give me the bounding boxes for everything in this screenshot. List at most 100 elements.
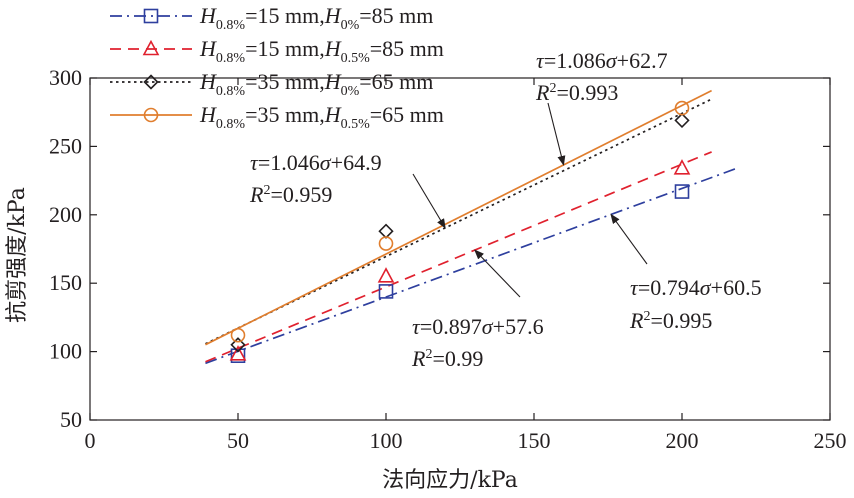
annotation-arrow-s4: [547, 102, 566, 166]
legend-value: =35 mm,: [245, 69, 325, 94]
equation-s3: τ=1.046σ+64.9: [250, 150, 382, 175]
fit-lines: [205, 89, 736, 365]
y-tick-label: 200: [49, 202, 82, 227]
annotations: τ=0.794σ+60.5R2=0.995τ=0.897σ+57.6R2=0.9…: [249, 48, 762, 371]
data-point-s2: [229, 345, 247, 361]
legend-subscript: 0.8%: [216, 18, 246, 33]
data-point-s4: [674, 100, 690, 116]
x-tick-label: 250: [814, 428, 847, 453]
data-point-s3: [378, 223, 394, 239]
legend-value: =65 mm: [359, 69, 433, 94]
annotation-arrow-s2: [474, 249, 521, 298]
r2-value: =0.959: [270, 182, 332, 207]
legend-var: H: [324, 102, 342, 127]
r2-symbol: R: [411, 346, 426, 371]
x-tick-label: 100: [370, 428, 403, 453]
annotation-arrow-s3: [412, 173, 446, 229]
legend-value: =85 mm: [359, 3, 433, 28]
legend-subscript: 0%: [341, 18, 360, 33]
data-point-s3: [230, 337, 246, 353]
equation-s4: τ=1.086σ+62.7: [536, 48, 668, 73]
x-axis-title: 法向应力/kPa: [382, 468, 518, 493]
data-point-s1: [674, 184, 690, 199]
equation-tau: τ: [250, 150, 259, 175]
legend-marker-s3: [143, 74, 159, 90]
r-squared-s1: R2=0.995: [629, 308, 712, 333]
x-tick-label: 150: [518, 428, 551, 453]
data-point-s4: [378, 236, 394, 251]
equation-s2: τ=0.897σ+57.6: [412, 314, 544, 339]
legend-var: H: [324, 69, 342, 94]
fit-line-s4: [205, 89, 712, 346]
r2-value: =0.99: [432, 346, 483, 371]
legend-subscript: 0.8%: [216, 84, 246, 99]
axis-labels: 法向应力/kPa 抗剪强度/kPa: [5, 187, 518, 493]
legend-marker-s1: [143, 8, 159, 24]
equation-tau: τ: [412, 314, 421, 339]
legend-value: =65 mm: [370, 102, 444, 127]
legend-value: =15 mm,: [245, 3, 325, 28]
equation-tau: τ: [630, 275, 639, 300]
y-tick-label: 300: [49, 65, 82, 90]
r2-superscript: 2: [549, 81, 556, 96]
equation-intercept: +60.5: [711, 275, 762, 300]
r2-symbol: R: [249, 182, 264, 207]
legend-value: =85 mm: [370, 36, 444, 61]
r2-symbol: R: [629, 308, 644, 333]
y-axis-title: 抗剪强度/kPa: [5, 187, 30, 323]
equation-sigma: σ: [700, 275, 712, 300]
fit-line-s3: [205, 98, 712, 345]
data-point-s2: [673, 159, 691, 175]
legend-subscript: 0.5%: [341, 51, 371, 66]
x-tick-label: 0: [85, 428, 96, 453]
fit-line-s2: [205, 151, 712, 363]
legend-var: H: [199, 3, 217, 28]
y-tick-label: 50: [60, 407, 82, 432]
legend-subscript: 0.5%: [341, 117, 371, 132]
y-tick-label: 100: [49, 339, 82, 364]
legend-value: =15 mm,: [245, 36, 325, 61]
legend-label-s1: H0.8%=15 mm,H0%=85 mm: [199, 3, 433, 33]
data-point-s2: [377, 267, 395, 283]
equation-sigma: σ: [482, 314, 494, 339]
legend-var: H: [199, 69, 217, 94]
legend-subscript: 0.8%: [216, 51, 246, 66]
equation-intercept: +64.9: [331, 150, 382, 175]
equation-slope: =1.046: [258, 150, 320, 175]
equation-tau: τ: [536, 48, 545, 73]
legend-var: H: [324, 3, 342, 28]
data-markers: [229, 100, 691, 364]
r2-value: =0.995: [650, 308, 712, 333]
data-point-s1: [230, 348, 246, 364]
equation-s1: τ=0.794σ+60.5: [630, 275, 762, 300]
equation-sigma: σ: [606, 48, 618, 73]
equation-slope: =1.086: [544, 48, 606, 73]
r2-superscript: 2: [425, 347, 432, 362]
equation-sigma: σ: [320, 150, 332, 175]
equation-intercept: +57.6: [493, 314, 544, 339]
legend-value: =35 mm,: [245, 102, 325, 127]
fit-line-s1: [205, 168, 736, 365]
plot-border: [89, 77, 831, 421]
equation-slope: =0.897: [420, 314, 482, 339]
legend-label-s2: H0.8%=15 mm,H0.5%=85 mm: [199, 36, 444, 66]
data-point-s4: [230, 327, 246, 343]
r2-value: =0.993: [556, 80, 618, 105]
legend-label-s3: H0.8%=35 mm,H0%=65 mm: [199, 69, 433, 99]
r2-superscript: 2: [643, 309, 650, 324]
data-point-s3: [674, 112, 690, 129]
y-tick-label: 150: [49, 270, 82, 295]
y-tick-label: 250: [49, 133, 82, 158]
legend-label-s4: H0.8%=35 mm,H0.5%=65 mm: [199, 102, 444, 132]
legend-marker-s2: [142, 39, 160, 56]
x-tick-label: 200: [666, 428, 699, 453]
annotation-arrow-s1: [610, 213, 648, 265]
x-tick-label: 50: [227, 428, 249, 453]
r2-symbol: R: [535, 80, 550, 105]
legend-subscript: 0.8%: [216, 117, 246, 132]
legend-var: H: [199, 36, 217, 61]
r2-superscript: 2: [263, 183, 270, 198]
